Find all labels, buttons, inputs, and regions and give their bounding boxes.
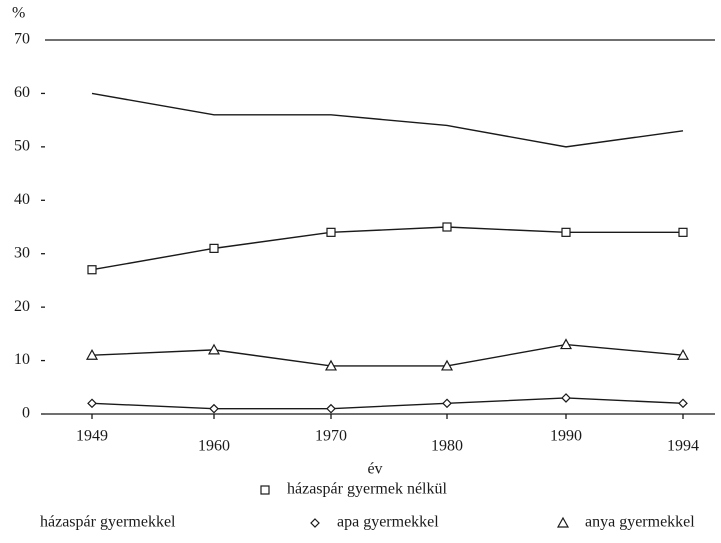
y-axis-label: % [12, 5, 25, 22]
x-tick-label: 1990 [550, 428, 582, 445]
data-point [326, 403, 336, 414]
legend-label: anya gyermekkel [585, 514, 695, 531]
data-point [324, 359, 338, 371]
x-tick-label: 1960 [198, 438, 230, 455]
series-line [91, 397, 684, 410]
data-point [440, 359, 454, 371]
legend-label: apa gyermekkel [337, 514, 439, 531]
data-point [676, 348, 690, 360]
legend-label: házaspár gyermek nélkül [287, 481, 447, 498]
data-point [442, 398, 452, 409]
data-point [442, 222, 452, 232]
x-axis-label: év [367, 461, 382, 478]
legend-marker [310, 518, 320, 528]
x-tick-label: 1949 [76, 428, 108, 445]
y-tick-label: 20 [14, 298, 30, 315]
data-point [85, 348, 99, 360]
data-point [326, 227, 336, 237]
y-tick-label: 60 [14, 84, 30, 101]
legend-label: házaspár gyermekkel [40, 514, 176, 531]
data-point [209, 403, 219, 414]
data-point [561, 393, 571, 403]
legend-marker [260, 485, 270, 495]
y-tick-label: 10 [14, 351, 30, 368]
x-tick-label: 1970 [315, 428, 347, 445]
y-tick-label: 70 [14, 31, 30, 48]
legend-marker [556, 516, 570, 528]
data-point [207, 343, 221, 355]
data-point [559, 338, 573, 350]
x-tick-label: 1994 [667, 438, 699, 455]
y-tick-label: 50 [14, 138, 30, 155]
data-point [87, 265, 97, 275]
data-point [678, 398, 688, 409]
x-tick-label: 1980 [431, 438, 463, 455]
y-tick-label: 0 [22, 405, 30, 422]
y-tick-label: 40 [14, 191, 30, 208]
series-line [91, 92, 684, 148]
data-point [678, 227, 688, 237]
y-tick-label: 30 [14, 244, 30, 261]
data-point [209, 243, 219, 253]
series-line [91, 343, 684, 367]
data-point [561, 227, 571, 237]
data-point [87, 398, 97, 409]
series-line [91, 226, 683, 271]
